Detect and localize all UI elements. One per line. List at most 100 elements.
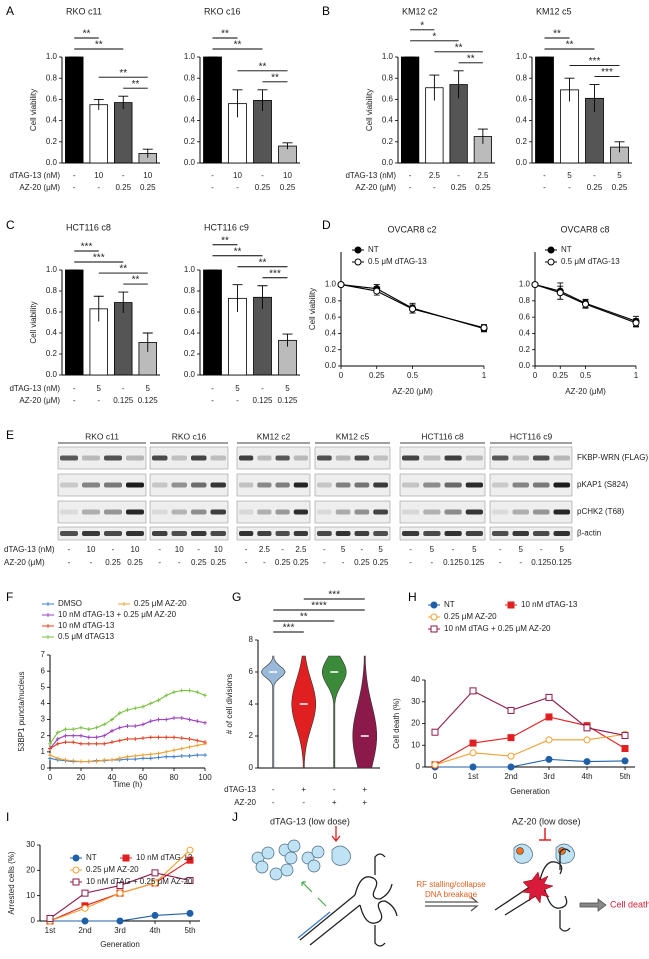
data-point [71,727,76,732]
row-value: - [431,558,434,567]
y-tick-label: 0 [31,916,36,925]
legend-marker [507,601,515,609]
blot-band [293,482,308,488]
y-tick-label: 0 [249,763,254,772]
significance-label: ** [221,235,229,246]
row-value: - [568,183,571,192]
data-point [55,736,60,741]
error-bar [257,89,268,112]
data-point [556,289,564,297]
error-bar [93,295,104,322]
data-point [195,753,200,758]
panel-label: A [6,4,14,18]
row-label: dTAG-13 [224,785,256,794]
violin [321,655,347,769]
series-line [434,690,626,737]
chart-title: OVCAR8 c8 [560,224,609,234]
data-point [116,889,124,897]
row-value: - [211,384,214,393]
row-value: 5 [97,384,102,393]
data-point [117,756,122,761]
data-point [507,734,515,742]
row-label: AZ-20 (μM) [355,183,396,192]
data-point [203,693,207,698]
blot-band [402,482,420,488]
x-tick-label: 0.25 [552,371,568,380]
row-value: - [272,798,275,807]
legend-label: 0.5 μM dTAG-13 [561,257,620,266]
x-tick-label: 100 [198,773,212,782]
data-point [55,756,60,761]
chart-title: OVCAR8 c2 [387,224,436,234]
blot-band [444,455,462,461]
x-tick-label: 3rd [114,926,126,935]
y-tick-label: 40 [411,675,420,684]
blot-frame [57,500,147,524]
data-point [187,717,192,722]
y-tick-label: 0.6 [46,95,58,104]
y-axis-label: Arrested cells (%) [7,851,16,914]
data-point [116,882,124,890]
significance-label: ** [300,612,308,623]
blot-band [152,482,168,488]
row-value: 5 [430,545,435,554]
data-point [63,757,68,762]
significance-label: ** [95,40,103,51]
row-value: 5 [519,545,524,554]
y-tick-label: 6 [41,666,46,675]
data-point [86,727,91,732]
blot-band [533,509,550,515]
blot-band [444,531,462,536]
error-bar [614,141,625,153]
data-point [86,741,91,746]
row-value: - [361,545,364,554]
row-value: 10 [283,171,292,180]
blot-band [553,455,570,461]
row-value: 5 [560,545,565,554]
data-point [117,738,122,743]
y-tick-label: 0.2 [184,137,196,146]
blot-band [126,531,144,536]
row-value: 0.25 [105,558,121,567]
blot-band [402,531,420,536]
blot-frame [57,473,147,497]
data-point [582,300,589,308]
y-tick-label: 0.8 [519,296,531,305]
row-value: - [211,183,214,192]
row-value: 2.5 [259,545,271,554]
blot-band [82,455,100,461]
data-point [172,754,176,759]
error-bar [477,128,488,144]
blot-band [317,509,332,515]
y-tick-label: 1.0 [519,280,531,289]
x-tick-label: 40 [108,773,117,782]
row-value: 5 [285,384,290,393]
legend-label: 10 nM dTAG-13 [58,621,115,630]
legend-marker [122,602,126,606]
violin [291,655,317,769]
error-bar [118,95,129,109]
row-value: - [323,545,326,554]
y-tick-label: 0.0 [382,158,394,167]
blot-band [354,509,370,515]
y-tick-label: 4 [249,699,254,708]
x-tick-label: 0 [339,371,344,380]
blot-group-label: HCT116 c9 [510,431,553,441]
y-tick-label: 0.2 [184,349,196,358]
row-value: - [499,558,502,567]
y-tick-label: 20 [411,719,420,728]
data-point [81,917,89,925]
blot-band [257,455,272,461]
row-value: 5 [341,545,346,554]
blot-band [492,509,509,515]
y-tick-label: 0.8 [325,296,337,305]
row-label: AZ-20 [234,798,256,807]
x-axis-label: AZ-20 (μM) [565,387,606,396]
blot-frame [149,500,229,524]
data-point [110,740,114,745]
data-point [116,917,124,925]
blot-band [492,482,509,488]
data-point [79,741,83,746]
blot-group-label: RKO c16 [172,431,207,441]
